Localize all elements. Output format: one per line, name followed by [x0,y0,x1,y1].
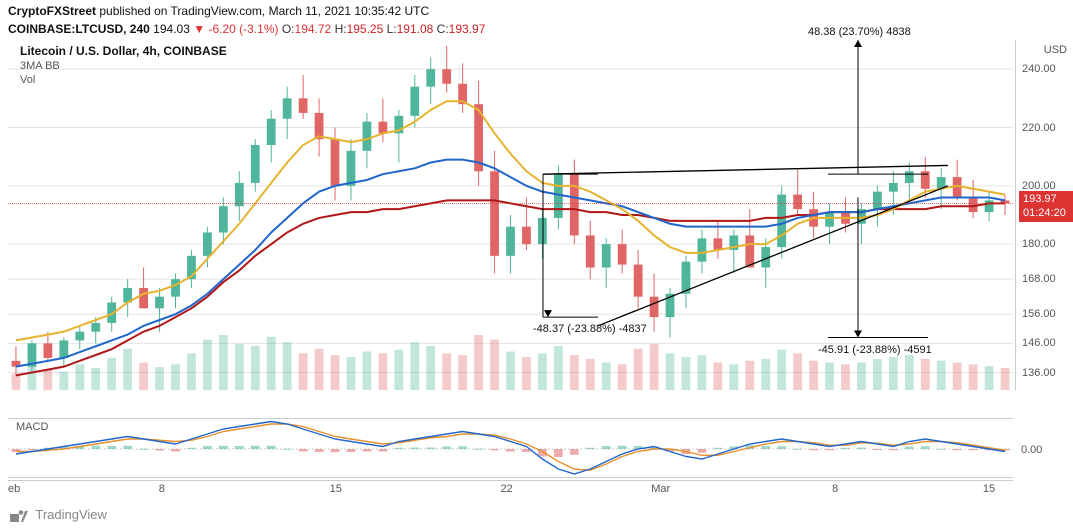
price-tick: 156.00 [1022,308,1056,320]
publisher-name: CryptoFXStreet [8,4,96,18]
price-tick: 180.00 [1022,238,1056,250]
price-change: -6.20 [208,22,235,36]
price-chart-area[interactable]: Litecoin / U.S. Dollar, 4h, COINBASE 3MA… [8,40,1013,390]
price-tick: 240.00 [1022,63,1056,75]
time-tick: 15 [330,483,342,495]
last-price-line [8,203,1013,204]
time-tick: 8 [159,483,165,495]
time-tick: eb [8,483,20,495]
publisher-header: CryptoFXStreet published on TradingView.… [8,4,1065,18]
ohlc-close: 193.97 [449,22,486,36]
price-change-pct: (-3.1%) [239,22,278,36]
target-down-right-annotation: -45.91 (-23.88%) -4591 [818,344,932,356]
price-chart-svg [8,40,1013,390]
target-down-left-annotation: -48.37 (-23.88%) -4837 [533,323,647,335]
ohlc-open: 194.72 [295,22,332,36]
price-tick: 168.00 [1022,273,1056,285]
chart-container: CryptoFXStreet published on TradingView.… [0,0,1073,528]
footer-brand: TradingView [35,507,107,522]
tradingview-logo[interactable]: TradingView [10,507,107,522]
tradingview-icon [10,510,28,522]
time-tick: 22 [500,483,512,495]
volume-label: Vol [20,74,35,86]
symbol-line: COINBASE:LTCUSD, 240 194.03 ▼ -6.20 (-3.… [8,22,485,36]
target-up-annotation: 48.38 (23.70%) 4838 [808,26,911,38]
published-on: published on TradingView.com, [99,4,265,18]
price-box-countdown: 01:24:20 [1023,207,1069,220]
symbol: COINBASE:LTCUSD, [8,22,126,36]
studies-label: 3MA BB [20,60,60,72]
time-tick: Mar [651,483,670,495]
instrument-title: Litecoin / U.S. Dollar, 4h, COINBASE [20,44,227,58]
axis-unit: USD [1044,44,1067,56]
price-tick: 136.00 [1022,367,1056,379]
last-price: 194.03 [153,22,190,36]
price-tick: 220.00 [1022,122,1056,134]
last-price-box: 193.97 01:24:20 [1019,191,1073,221]
price-tick: 146.00 [1022,337,1056,349]
time-tick: 8 [832,483,838,495]
macd-zero-tick: 0.00 [1021,444,1042,456]
interval: 240 [130,22,150,36]
publish-timestamp: March 11, 2021 10:35:42 UTC [269,4,430,18]
arrow-down-icon: ▼ [193,22,205,36]
macd-axis: 0.00 [1015,418,1073,478]
macd-panel[interactable]: MACD [8,418,1013,478]
price-box-price: 193.97 [1023,193,1069,206]
price-tick: 200.00 [1022,180,1056,192]
ohlc-low: 191.08 [397,22,434,36]
macd-svg [8,419,1013,479]
time-tick: 15 [983,483,995,495]
time-axis: eb 8 15 22 Mar 8 15 [8,480,1013,498]
ohlc-high: 195.25 [347,22,384,36]
